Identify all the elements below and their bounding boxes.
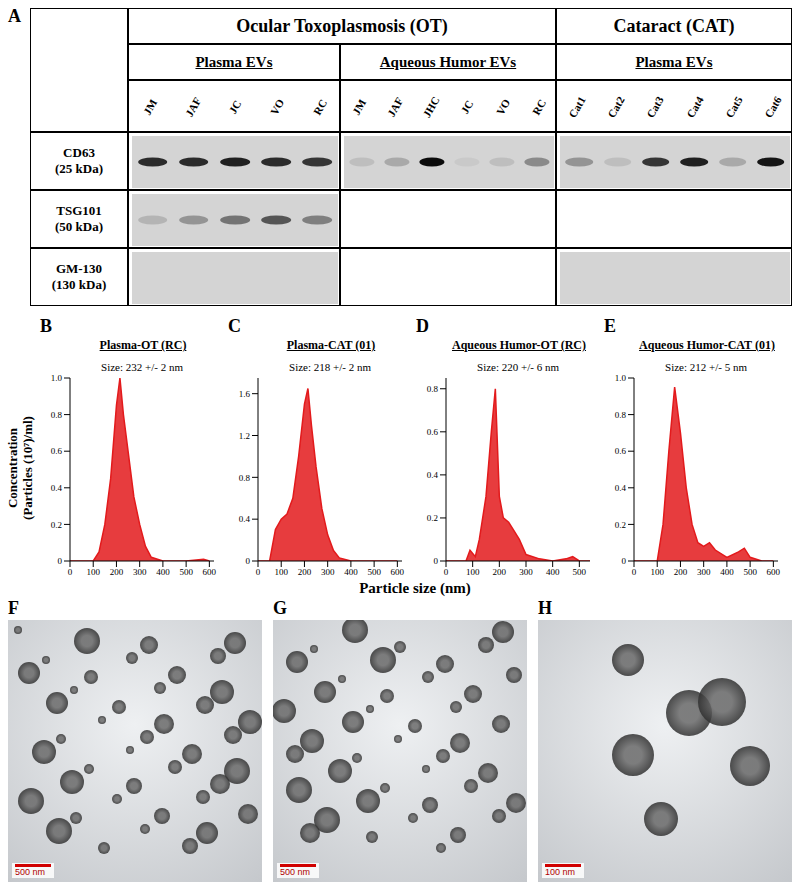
html-text:TSG101: TSG101 <box>56 203 102 218</box>
html-text:500 nm: 500 nm <box>15 867 45 877</box>
html-text:JAF: JAF <box>384 95 406 119</box>
svg-text:0: 0 <box>632 567 637 577</box>
svg-text:200: 200 <box>110 567 124 577</box>
svg-text:300: 300 <box>133 567 147 577</box>
svg-text:0: 0 <box>444 567 449 577</box>
svg-text:1.2: 1.2 <box>239 431 250 441</box>
html-text:E: E <box>604 316 616 336</box>
html-text:Aqueous Humor EVs: Aqueous Humor EVs <box>379 53 517 70</box>
html-text:Size: 220 +/- 6 nm: Size: 220 +/- 6 nm <box>477 361 559 373</box>
svg-text:300: 300 <box>697 567 711 577</box>
svg-text:1.6: 1.6 <box>239 389 251 399</box>
html-text:RC: RC <box>310 97 329 117</box>
svg-text:0: 0 <box>256 567 261 577</box>
html-text:Plasma EVs: Plasma EVs <box>635 53 713 70</box>
svg-text:100: 100 <box>274 567 288 577</box>
html-text:Cat3: Cat3 <box>644 94 667 120</box>
svg-text:0.8: 0.8 <box>615 410 627 420</box>
svg-text:600: 600 <box>391 567 405 577</box>
svg-text:500: 500 <box>179 567 193 577</box>
html-text:JM: JM <box>141 97 160 117</box>
svg-text:0.4: 0.4 <box>615 483 627 493</box>
html-text:500 nm: 500 nm <box>280 867 310 877</box>
svg-text:400: 400 <box>344 567 358 577</box>
svg-text:200: 200 <box>493 567 507 577</box>
svg-text:100: 100 <box>86 567 100 577</box>
html-text:CD63: CD63 <box>63 145 95 160</box>
svg-text:0.2: 0.2 <box>427 513 438 523</box>
svg-text:0.4: 0.4 <box>239 514 251 524</box>
html-text:Plasma-OT (RC): Plasma-OT (RC) <box>99 338 187 352</box>
svg-text:0.6: 0.6 <box>51 446 63 456</box>
svg-text:1.0: 1.0 <box>51 373 63 383</box>
html-text:100 nm: 100 nm <box>545 867 575 877</box>
html-text:Cat2: Cat2 <box>605 94 627 120</box>
svg-text:0.8: 0.8 <box>239 473 251 483</box>
html-text:F: F <box>8 598 19 618</box>
svg-text:0.2: 0.2 <box>615 520 626 530</box>
html-text:Aqueous Humor-OT (RC): Aqueous Humor-OT (RC) <box>452 338 586 352</box>
svg-text:0.8: 0.8 <box>427 384 439 394</box>
html-text:JC: JC <box>226 98 244 116</box>
html-text:(50 kDa): (50 kDa) <box>55 219 103 234</box>
html-text:Cat4: Cat4 <box>683 94 706 120</box>
svg-text:0: 0 <box>434 556 439 566</box>
html-text:VO: VO <box>493 97 513 117</box>
html-text:Cataract (CAT): Cataract (CAT) <box>613 15 735 36</box>
svg-text:0.2: 0.2 <box>51 520 62 530</box>
html-text:(Particles (10⁷)/ml): (Particles (10⁷)/ml) <box>20 416 35 520</box>
html-text:Cat6: Cat6 <box>762 94 785 120</box>
html-text:JC: JC <box>458 98 476 116</box>
html-text:JHC: JHC <box>420 94 442 120</box>
svg-text:0.8: 0.8 <box>51 410 63 420</box>
svg-text:600: 600 <box>767 567 781 577</box>
svg-text:500: 500 <box>367 567 381 577</box>
svg-text:300: 300 <box>321 567 335 577</box>
svg-text:500: 500 <box>743 567 757 577</box>
html-text:Particle size (nm): Particle size (nm) <box>359 580 471 596</box>
svg-text:0: 0 <box>68 567 73 577</box>
html-text:Size: 212 +/- 5 nm: Size: 212 +/- 5 nm <box>665 361 747 373</box>
html-text:H: H <box>538 598 552 618</box>
html-text:JM: JM <box>349 97 369 117</box>
svg-text:400: 400 <box>156 567 170 577</box>
html-text:(130 kDa): (130 kDa) <box>51 277 107 292</box>
html-text:VO: VO <box>268 97 287 117</box>
html-text:A: A <box>8 6 21 26</box>
html-text:Size: 218 +/- 2 nm: Size: 218 +/- 2 nm <box>289 361 371 373</box>
html-text:JAF: JAF <box>182 95 203 119</box>
svg-text:0.4: 0.4 <box>51 483 63 493</box>
html-text:Cat5: Cat5 <box>723 94 745 120</box>
html-text:B: B <box>40 316 52 336</box>
svg-text:0.6: 0.6 <box>615 446 627 456</box>
html-text:Ocular Toxoplasmosis (OT): Ocular Toxoplasmosis (OT) <box>236 15 448 36</box>
html-text:RC: RC <box>529 97 549 117</box>
html-text:C: C <box>228 316 241 336</box>
html-text:Plasma-CAT (01): Plasma-CAT (01) <box>286 338 376 352</box>
svg-text:0: 0 <box>58 556 63 566</box>
svg-text:100: 100 <box>466 567 480 577</box>
svg-text:0: 0 <box>246 556 251 566</box>
svg-text:500: 500 <box>573 567 587 577</box>
html-text:Size: 232 +/- 2 nm: Size: 232 +/- 2 nm <box>101 361 183 373</box>
svg-text:600: 600 <box>203 567 217 577</box>
svg-text:0.6: 0.6 <box>427 427 439 437</box>
svg-text:200: 200 <box>298 567 312 577</box>
html-text:GM-130: GM-130 <box>55 261 103 276</box>
svg-text:0.4: 0.4 <box>427 470 439 480</box>
html-text:D: D <box>416 316 429 336</box>
svg-text:400: 400 <box>720 567 734 577</box>
svg-text:0: 0 <box>622 556 627 566</box>
html-text:(25 kDa): (25 kDa) <box>55 161 103 176</box>
html-text:Plasma EVs: Plasma EVs <box>195 53 273 70</box>
html-text:G: G <box>273 598 287 618</box>
html-text:Aqueous Humor-CAT (01): Aqueous Humor-CAT (01) <box>639 338 775 352</box>
svg-text:200: 200 <box>674 567 688 577</box>
svg-text:1.0: 1.0 <box>615 373 627 383</box>
svg-text:400: 400 <box>546 567 560 577</box>
svg-text:100: 100 <box>650 567 664 577</box>
html-text:Concentration: Concentration <box>5 427 20 509</box>
svg-text:300: 300 <box>519 567 533 577</box>
html-text:Cat1: Cat1 <box>565 94 588 120</box>
